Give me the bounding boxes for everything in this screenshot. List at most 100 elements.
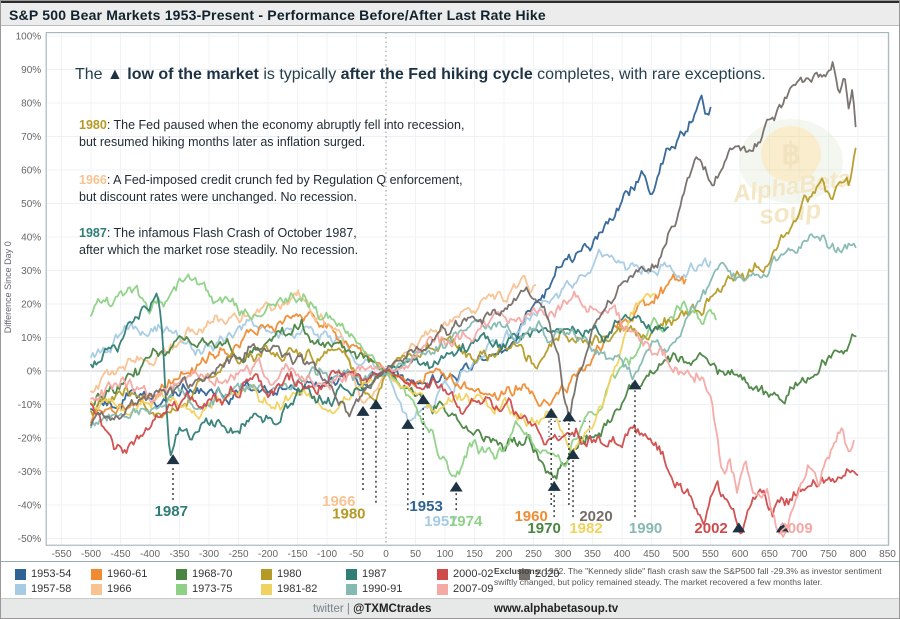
website-link[interactable]: www.alphabetasoup.tv [494,603,619,615]
legend-column: 2000-02 2007-09 [437,567,493,597]
legend-swatch [346,583,357,595]
low-marker-triangle-2020 [562,411,576,422]
low-marker-triangle-1974 [449,481,463,492]
y-tick-label: 60% [21,166,41,177]
x-tick-label: 100 [437,549,454,560]
x-tick-label: -300 [199,549,219,560]
legend-label: 1966 [107,583,132,595]
legend-item-1960-61: 1960-61 [91,567,147,581]
legend-label: 1973-75 [192,583,233,595]
twitter-handle-text: @TXMCtrades [353,603,432,615]
legend-item-1966: 1966 [91,582,147,596]
low-marker-triangle-1980 [369,399,383,410]
series-line-1987 [90,292,669,457]
legend-label: 1987 [362,568,387,580]
low-marker-triangle-1987 [166,454,180,465]
x-tick-label: 600 [732,549,749,560]
x-tick-label: 450 [643,549,660,560]
year-label-1982: 1982 [569,520,602,537]
series-line-1968-70 [90,318,857,480]
legend-item-2007-09: 2007-09 [437,582,493,596]
legend-item-1981-82: 1981-82 [261,582,317,596]
watermark-part [739,119,843,203]
annotation-1966: 1966: A Fed-imposed credit crunch fed by… [79,172,463,206]
series-line-1966 [90,274,537,404]
year-label-1974: 1974 [449,513,483,530]
annotation-text: but resumed hiking months later as infla… [79,135,366,149]
x-tick-label: -400 [140,549,160,560]
series-line-1957-58 [90,248,712,423]
y-tick-label: -50% [18,534,41,545]
year-label-1966: 1966 [322,493,355,510]
x-tick-label: -250 [228,549,248,560]
y-tick-label: -20% [18,434,41,445]
y-tick-label: 40% [21,233,41,244]
y-tick-label: 50% [21,199,41,210]
watermark-part: ฿ [781,138,800,171]
series-line-1990-91 [90,233,857,429]
year-label-2009: 2009 [779,520,812,537]
x-tick-label: 700 [791,549,808,560]
x-tick-label: -200 [258,549,278,560]
x-tick-label: -100 [317,549,337,560]
annotation-text: after which the market rose steadily. No… [79,243,359,257]
legend-swatch [261,568,272,580]
twitter-handle[interactable]: twitter | @TXMCtrades [313,603,431,615]
x-tick-label: 200 [496,549,513,560]
annotation-year: 1966 [79,173,107,187]
annotation-year: 1987 [79,226,107,240]
y-tick-label: 100% [16,32,42,43]
y-tick-label: 30% [21,266,41,277]
dashed-box [548,420,591,437]
legend-item-1957-58: 1957-58 [15,582,71,596]
legend-column: 1980 1981-82 [261,567,317,597]
headline-text: completes, with rare exceptions. [532,66,766,83]
x-tick-label: 850 [879,549,896,560]
x-tick-label: 150 [466,549,483,560]
y-axis-title: Difference Since Day 0 [3,241,13,333]
headline-text: The [75,66,108,83]
low-marker-triangle-1982 [566,449,580,460]
page-title: S&P 500 Bear Markets 1953-Present - Perf… [9,7,546,23]
annotation-year: 1980 [79,118,107,132]
low-marker-triangle-1960 [544,407,558,418]
x-tick-label: -150 [287,549,307,560]
legend-label: 1960-61 [107,568,148,580]
series-line-2007-09 [90,290,855,538]
x-tick-label: 550 [702,549,719,560]
legend-label: 1980 [277,568,302,580]
low-marker-triangle-2009 [775,522,789,533]
x-tick-label: 250 [525,549,542,560]
low-marker-triangle-1966 [356,405,370,416]
legend-swatch [15,568,26,580]
x-tick-label: 0 [383,549,389,560]
year-label-1990: 1990 [629,520,662,537]
twitter-label: twitter | [313,603,354,615]
legend-swatch [91,568,102,580]
legend-label: 1957-58 [31,583,72,595]
plot-area [46,32,889,546]
x-tick-label: 350 [584,549,601,560]
legend-item-1987: 1987 [346,567,402,581]
x-tick-label: 500 [673,549,690,560]
series-line-1953-54 [90,94,712,412]
y-tick-label: 70% [21,132,41,143]
legend-item-1980: 1980 [261,567,317,581]
low-marker-triangle-2002 [732,522,746,533]
annotation-text: : A Fed-imposed credit crunch fed by Reg… [106,173,463,187]
legend-swatch [91,583,102,595]
annotation-text: but discount rates were unchanged. No re… [79,190,357,204]
year-label-1957: 1957 [424,513,457,530]
headline-bold-low: ▲ low of the market [107,66,259,83]
y-tick-label: 0% [27,367,42,378]
exclusions-text: : 1962. The "Kennedy slide" flash crash … [494,566,882,587]
legend-label: 1990-91 [362,583,403,595]
x-tick-label: 750 [820,549,837,560]
y-tick-label: 10% [21,333,41,344]
annotation-1987: 1987: The infamous Flash Crash of Octobe… [79,225,358,259]
annotation-text: : The Fed paused when the economy abrupt… [106,118,465,132]
x-tick-label: 400 [614,549,631,560]
y-tick-label: 90% [21,65,41,76]
